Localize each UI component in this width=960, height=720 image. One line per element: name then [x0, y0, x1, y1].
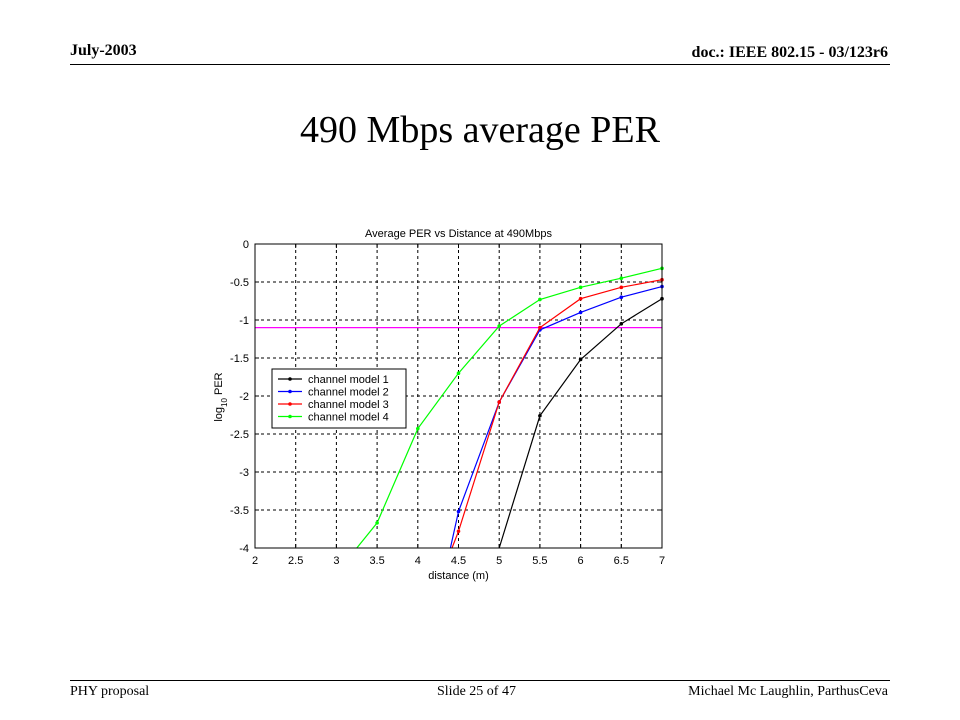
footer-author: Michael Mc Laughlin, ParthusCeva [688, 684, 888, 699]
series-4-point [578, 285, 583, 290]
series-2-point [619, 295, 624, 300]
header-doc-id: doc.: IEEE 802.15 - 03/123r6 [691, 44, 888, 61]
footer-slide-number: Slide 25 of 47 [437, 684, 516, 699]
series-3-point [538, 325, 542, 330]
x-tick-label: 2 [252, 555, 258, 567]
y-tick-label: -2 [239, 391, 249, 403]
y-tick-label: -1.5 [230, 353, 249, 365]
legend-marker [288, 389, 292, 394]
y-tick-label: -3.5 [230, 505, 249, 517]
x-tick-label: 5 [496, 555, 502, 567]
series-4-point [538, 297, 542, 302]
legend-entry: channel model 4 [308, 412, 389, 424]
x-tick-label: 3 [333, 555, 339, 567]
y-tick-label: 0 [243, 239, 249, 251]
series-line-2 [449, 286, 663, 549]
x-tick-label: 5.5 [532, 555, 547, 567]
y-tick-label: -4 [239, 543, 249, 555]
footer-rule [70, 680, 890, 681]
series-4-point [416, 426, 420, 431]
series-1-point [619, 322, 624, 326]
series-3-point [578, 296, 583, 301]
chart-title: Average PER vs Distance at 490Mbps [365, 228, 552, 240]
header-rule [70, 64, 890, 65]
series-4-point [456, 371, 461, 376]
legend-entry: channel model 2 [308, 387, 389, 399]
grid [255, 244, 662, 548]
x-tick-label: 4.5 [451, 555, 466, 567]
series-4-point [497, 324, 502, 328]
legend-marker [288, 414, 292, 419]
series-2-point [456, 509, 461, 514]
x-axis-label: distance (m) [428, 570, 489, 582]
x-tick-label: 7 [659, 555, 665, 567]
y-tick-label: -2.5 [230, 429, 249, 441]
footer-left: PHY proposal [70, 684, 150, 699]
x-tick-label: 6 [578, 555, 584, 567]
x-tick-label: 4 [415, 555, 421, 567]
legend-entry: channel model 1 [308, 374, 389, 386]
y-tick-label: -0.5 [230, 277, 249, 289]
x-tick-label: 2.5 [288, 555, 303, 567]
x-tick-label: 3.5 [369, 555, 384, 567]
legend-marker [288, 402, 292, 406]
y-tick-label: -3 [239, 467, 249, 479]
series-3-point [619, 285, 624, 290]
header-date: July-2003 [70, 42, 137, 59]
series [356, 266, 664, 549]
series-3-point [497, 400, 502, 404]
slide-title: 490 Mbps average PER [300, 109, 660, 151]
x-tick-label: 6.5 [614, 555, 629, 567]
y-axis-label: log10 PER [213, 372, 229, 421]
legend-entry: channel model 3 [308, 399, 389, 411]
series-4-point [375, 521, 379, 525]
series-4-point [619, 276, 624, 281]
tick-labels: 2 2.5 3 3.5 4 4.5 5 5.5 6 6.5 7 0 -0.5 -1 -1.5 -2 -2.5 -3… [230, 239, 665, 567]
series-3-point [456, 529, 461, 534]
series-2-point [578, 310, 583, 315]
legend-marker [288, 377, 292, 381]
series-1-point [538, 413, 542, 418]
series-1-point [578, 357, 583, 362]
y-tick-label: -1 [239, 315, 249, 327]
